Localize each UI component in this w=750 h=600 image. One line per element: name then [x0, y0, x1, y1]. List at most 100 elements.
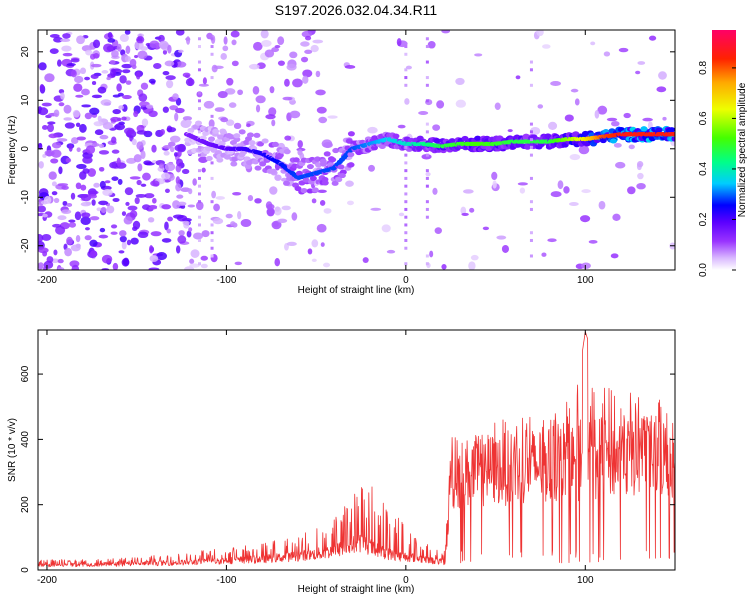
heatmap-cell: [76, 35, 85, 45]
heatmap-cell: [203, 100, 215, 109]
heatmap-cell: [42, 153, 47, 158]
heatmap-cell: [230, 30, 240, 38]
heatmap-cell: [322, 262, 331, 268]
heatmap-cell: [197, 223, 201, 227]
heatmap-cell: [260, 39, 272, 47]
heatmap-cell: [404, 169, 408, 173]
heatmap-cell: [640, 126, 648, 132]
heatmap-cell: [404, 246, 408, 250]
heatmap-cell: [186, 36, 191, 45]
heatmap-cell: [38, 107, 49, 116]
heatmap-cell: [211, 64, 218, 73]
heatmap-cell: [158, 40, 169, 50]
heatmap-cell: [611, 121, 620, 127]
heatmap-cell: [38, 62, 47, 71]
heatmap-cell: [111, 176, 119, 181]
heatmap-cell: [125, 201, 130, 206]
heatmap-cell: [425, 172, 431, 177]
heatmap-cell: [116, 43, 122, 52]
colorbar-tick-label: 0.8: [698, 61, 709, 75]
heatmap-cell: [317, 189, 327, 194]
heatmap-cell: [274, 258, 281, 267]
heatmap-cell: [210, 231, 214, 235]
heatmap-cell: [590, 41, 596, 46]
heatmap-cell: [550, 80, 562, 86]
heatmap-cell: [149, 255, 159, 263]
heatmap-cell: [425, 262, 429, 266]
heatmap-cell: [89, 216, 100, 221]
heatmap-cell: [84, 112, 93, 120]
heatmap-cell: [74, 75, 84, 84]
heatmap-cell: [136, 130, 148, 135]
snr-y-tick-label: 0: [20, 567, 31, 573]
snr-x-tick-label: -100: [216, 575, 236, 586]
heatmap-cell: [398, 212, 405, 217]
heatmap-cell: [319, 158, 327, 164]
spectrogram-frame: [37, 29, 676, 271]
heatmap-cell: [181, 168, 190, 175]
heatmap-cell: [111, 136, 117, 144]
heatmap-cell: [315, 89, 326, 96]
heatmap-cell: [240, 218, 252, 228]
snr-y-label: SNR (10 * v/v): [7, 418, 18, 482]
heatmap-cell: [246, 132, 254, 138]
heatmap-cell: [233, 133, 241, 139]
heatmap-cell: [98, 143, 105, 148]
heatmap-cell: [136, 179, 142, 186]
heatmap-cell: [228, 102, 237, 108]
heatmap-cell: [118, 105, 125, 110]
heatmap-cell: [41, 233, 52, 241]
heatmap-cell: [210, 76, 214, 80]
heatmap-cell: [524, 144, 532, 150]
heatmap-cell: [84, 235, 92, 241]
heatmap-cell: [233, 136, 241, 143]
heatmap-cell: [175, 183, 182, 192]
heatmap-cell: [281, 205, 291, 211]
heatmap-cell: [42, 213, 48, 218]
heatmap-cell: [536, 30, 544, 37]
heatmap-cell: [166, 127, 177, 133]
heatmap-cell: [331, 180, 339, 186]
heatmap-cell: [64, 247, 72, 257]
heatmap-cell: [163, 150, 170, 156]
heatmap-cell: [164, 60, 175, 67]
heatmap-cell: [127, 205, 138, 211]
heatmap-cell: [304, 35, 312, 41]
heatmap-cell: [70, 244, 81, 252]
heatmap-cell: [254, 198, 262, 204]
spectrogram-y-tick-label: -20: [20, 238, 31, 253]
heatmap-cell: [122, 257, 130, 266]
heatmap-cell: [315, 70, 321, 78]
heatmap-cell: [381, 224, 391, 233]
heatmap-cell: [237, 211, 242, 220]
heatmap-cell: [491, 171, 498, 181]
heatmap-cell: [189, 258, 195, 264]
heatmap-cell: [184, 119, 192, 125]
heatmap-cell: [195, 201, 204, 211]
heatmap-cell: [104, 180, 111, 184]
heatmap-cell: [347, 151, 355, 158]
colorbar-tick-label: 0.0: [698, 263, 709, 277]
heatmap-cell: [265, 201, 273, 210]
heatmap-cell: [151, 144, 157, 153]
heatmap-cell: [175, 245, 181, 254]
heatmap-cell: [112, 262, 119, 270]
heatmap-cell: [272, 221, 279, 228]
heatmap-cell: [126, 157, 137, 164]
heatmap-cell: [177, 49, 184, 53]
heatmap-cell: [107, 38, 116, 43]
heatmap-cell: [49, 34, 60, 38]
heatmap-cell: [301, 30, 313, 38]
heatmap-cell: [93, 182, 100, 188]
heatmap-cell: [65, 157, 72, 163]
heatmap-cell: [110, 116, 121, 122]
heatmap-cell: [62, 200, 68, 206]
heatmap-cell: [197, 107, 201, 111]
heatmap-cell: [292, 157, 300, 163]
heatmap-cell: [75, 182, 82, 190]
heatmap-cell: [282, 96, 293, 101]
heatmap-cell: [109, 161, 119, 169]
heatmap-cell: [274, 206, 280, 212]
heatmap-cell: [101, 70, 109, 74]
heatmap-cell: [529, 231, 533, 235]
